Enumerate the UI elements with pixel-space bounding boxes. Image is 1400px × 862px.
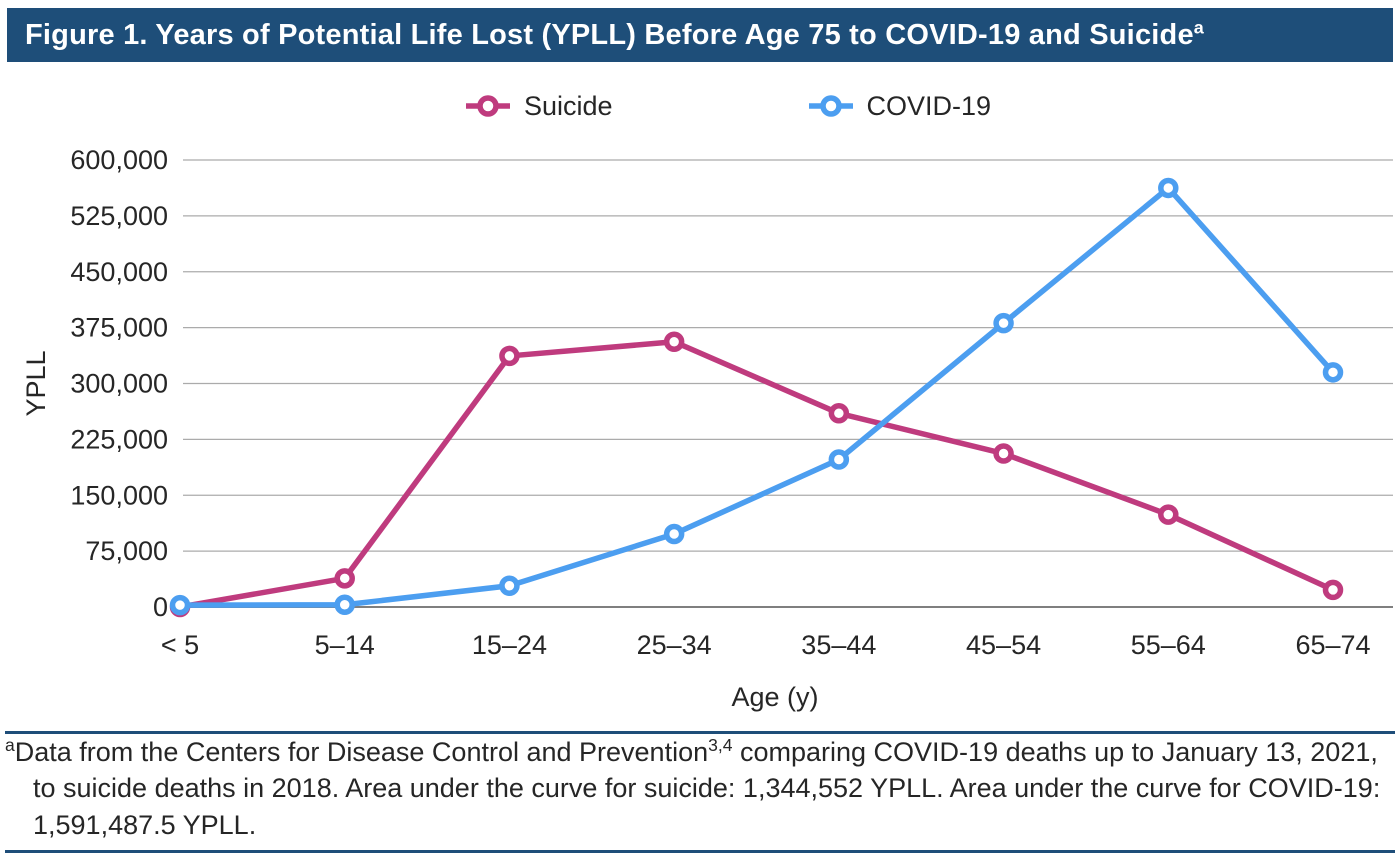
y-tick-label: 600,000 [70,145,168,175]
data-point-marker [334,594,355,616]
legend-label: COVID-19 [866,90,992,121]
x-tick-label: 35–44 [801,630,876,660]
suicide-marker-icon [465,95,510,117]
data-point-marker [663,523,685,545]
x-tick-label: < 5 [161,630,199,660]
x-tick-label: 15–24 [472,630,547,660]
ypll-line-chart: 0 75,000 150,000 225,000 300,000 375,000 450,0… [21,145,1393,712]
series-line-covid-19 [177,185,1336,608]
data-point-marker [828,403,850,424]
legend-label: Suicide [523,90,613,121]
y-axis-title: YPLL [21,350,51,416]
y-tick-label: 225,000 [70,424,168,454]
data-point-marker [1158,177,1179,199]
data-point-marker [828,449,850,470]
figure-title-bar: Figure 1. Years of Potential Life Lost (… [7,8,1393,62]
x-tick-label: 25–34 [637,630,712,660]
y-tick-label: 525,000 [70,201,168,231]
data-point-marker [169,594,191,616]
data-point-marker [1322,579,1344,601]
footnote-superscript: a [5,735,15,755]
data-point-marker [1322,362,1344,383]
y-tick-label: 375,000 [70,313,168,343]
data-point-marker [334,568,355,589]
data-point-marker [499,345,520,367]
figure-title: Figure 1. Years of Potential Life Lost (… [25,16,1204,52]
chart-legend: Suicide COVID-19 [0,84,1400,128]
footnote-text: Data from the Centers for Disease Contro… [14,737,709,767]
legend-item-covid: COVID-19 [808,90,992,122]
footnote-top-rule [5,731,1395,734]
footnote: aData from the Centers for Disease Contr… [5,734,1395,843]
footnote-ref-superscript: 3,4 [708,735,733,755]
x-tick-label: 55–64 [1131,630,1206,660]
legend-item-suicide: Suicide [465,91,613,122]
x-tick-label: 5–14 [315,630,375,660]
figure-title-superscript: a [1193,16,1204,37]
data-point-marker [1158,504,1179,525]
data-point-marker [993,443,1014,464]
y-tick-label: 0 [153,592,168,622]
y-tick-label: 75,000 [85,536,168,566]
series-line-suicide [177,339,1336,610]
y-tick-label: 300,000 [70,369,168,399]
y-tick-label: 450,000 [70,257,168,287]
data-point-marker [993,312,1014,334]
x-tick-label: 45–54 [966,630,1041,660]
footnote-bottom-rule [5,850,1395,853]
data-point-marker [663,331,685,353]
x-axis-title: Age (y) [731,682,818,712]
y-tick-label: 150,000 [70,480,168,510]
footnote-text: comparing COVID-19 deaths up to January … [33,737,1381,840]
data-point-marker [499,575,520,597]
covid-marker-icon [808,95,853,117]
figure-title-text: Figure 1. Years of Potential Life Lost (… [25,18,1194,51]
x-tick-label: 65–74 [1295,630,1370,660]
